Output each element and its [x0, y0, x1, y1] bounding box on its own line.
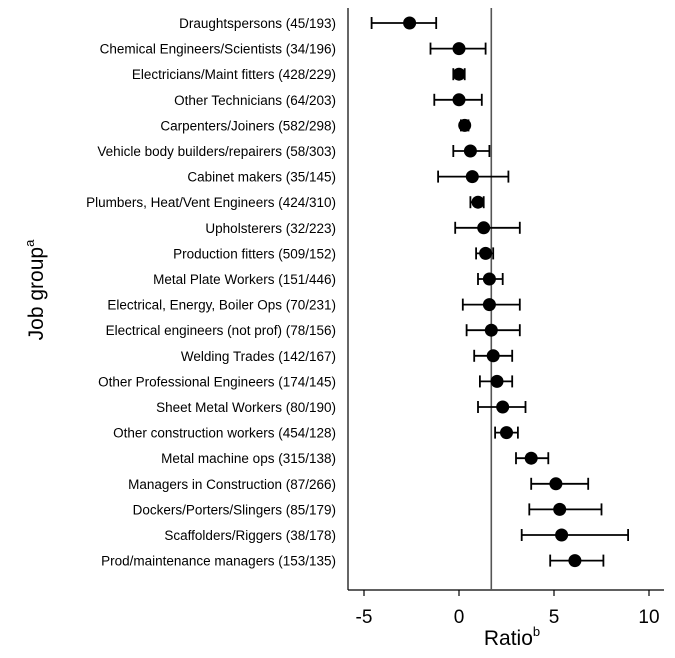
category-label: Electrical, Energy, Boiler Ops (70/231) [107, 298, 336, 313]
x-tick-label: 0 [454, 607, 465, 628]
category-label: Electricians/Maint fitters (428/229) [132, 67, 336, 82]
category-label: Sheet Metal Workers (80/190) [156, 400, 336, 415]
data-point [553, 502, 567, 516]
y-axis-title: Job groupa [22, 239, 48, 340]
category-label: Production fitters (509/152) [173, 246, 336, 261]
data-point [490, 374, 504, 388]
data-point [568, 554, 582, 568]
category-label: Vehicle body builders/repairers (58/303) [97, 144, 336, 159]
data-point [482, 298, 496, 312]
category-label: Plumbers, Heat/Vent Engineers (424/310) [86, 195, 336, 210]
category-label: Metal machine ops (315/138) [161, 451, 336, 466]
category-label: Other Technicians (64/203) [174, 93, 336, 108]
data-point [482, 272, 496, 286]
data-point [452, 42, 466, 56]
x-axis-title: Ratiob [484, 624, 540, 650]
category-label: Draughtspersons (45/193) [179, 16, 336, 31]
data-point [549, 477, 563, 491]
data-point [465, 170, 479, 184]
category-label: Carpenters/Joiners (582/298) [160, 118, 336, 133]
data-point [452, 67, 466, 81]
data-point [403, 16, 417, 30]
data-point [458, 118, 472, 132]
data-point [484, 323, 498, 337]
category-label: Other construction workers (454/128) [113, 426, 336, 441]
data-point [496, 400, 510, 414]
category-label: Managers in Construction (87/266) [128, 477, 336, 492]
data-point [500, 426, 513, 440]
data-point [524, 451, 538, 465]
data-point [471, 195, 485, 209]
category-label: Chemical Engineers/Scientists (34/196) [100, 42, 336, 57]
category-label: Cabinet makers (35/145) [187, 170, 336, 185]
data-point [477, 221, 491, 235]
x-tick-label: -5 [356, 607, 373, 628]
data-point [463, 144, 477, 158]
category-label: Dockers/Porters/Slingers (85/179) [133, 502, 336, 517]
plot-layer: -5 0 5 10 Draughtspersons (45/193) Chemical E… [86, 8, 664, 628]
category-label: Other Professional Engineers (174/145) [98, 374, 336, 389]
y-axis-title-group: Job groupa [22, 239, 48, 340]
category-label: Electrical engineers (not prof) (78/156) [106, 323, 336, 338]
x-tick-label: 5 [549, 607, 560, 628]
category-label: Metal Plate Workers (151/446) [153, 272, 336, 287]
category-label: Scaffolders/Riggers (38/178) [164, 528, 336, 543]
data-point [479, 246, 493, 260]
category-label: Welding Trades (142/167) [181, 349, 336, 364]
data-point [486, 349, 500, 363]
data-point [452, 93, 466, 107]
x-tick-label: 10 [638, 607, 659, 628]
category-label: Upholsterers (32/223) [205, 221, 336, 236]
category-label: Prod/maintenance managers (153/135) [101, 554, 336, 569]
data-point [555, 528, 569, 542]
x-axis-title-group: Ratiob [484, 624, 540, 650]
